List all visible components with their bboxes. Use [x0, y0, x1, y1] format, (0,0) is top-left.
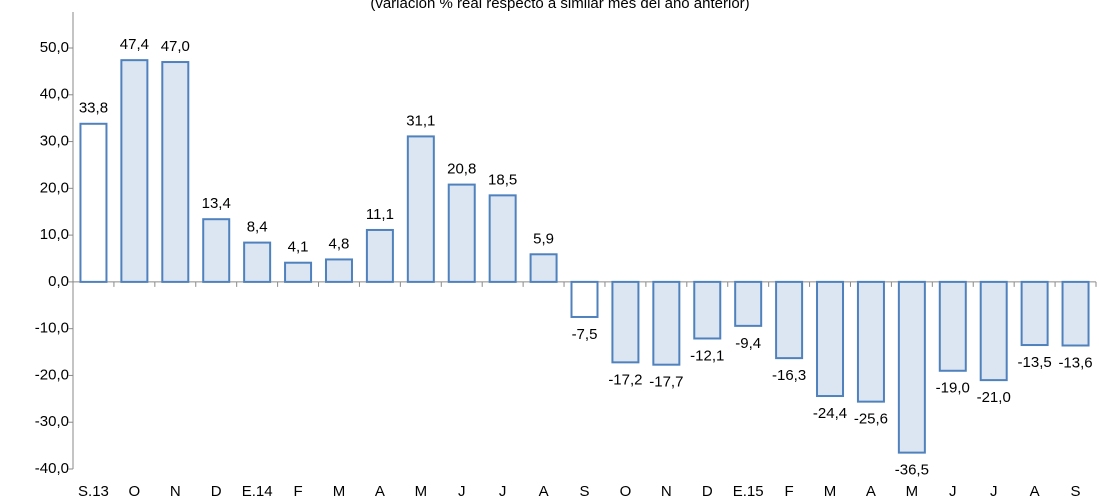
bar — [120, 59, 149, 283]
x-tick-label: A — [866, 483, 876, 500]
bar — [243, 241, 272, 283]
x-tick-label: J — [499, 483, 507, 500]
bar — [488, 194, 517, 283]
value-label: 47,0 — [161, 38, 190, 55]
value-label: 33,8 — [79, 100, 108, 117]
y-tick-label: 10,0 — [40, 226, 69, 243]
bar — [979, 280, 1008, 382]
bar — [816, 280, 845, 398]
bar — [406, 135, 435, 283]
value-label: 11,1 — [366, 206, 394, 223]
chart-subtitle: (variación % real respecto a similar mes… — [370, 0, 749, 12]
bar — [652, 280, 681, 366]
value-label: -17,7 — [649, 374, 683, 391]
bar — [365, 228, 394, 283]
x-tick-label: N — [661, 483, 672, 500]
bar — [734, 280, 763, 327]
x-tick-label: A — [1030, 483, 1040, 500]
value-label: 4,8 — [329, 235, 350, 252]
bar — [570, 280, 599, 318]
y-tick-label: 30,0 — [40, 133, 69, 150]
value-label: -25,6 — [854, 411, 888, 428]
bar — [1020, 280, 1049, 347]
value-label: 8,4 — [247, 219, 268, 236]
value-label: 18,5 — [488, 171, 517, 188]
x-tick-label: M — [415, 483, 428, 500]
y-tick-label: 40,0 — [40, 86, 69, 103]
bar — [938, 280, 967, 372]
value-label: 31,1 — [406, 112, 435, 129]
y-tick-label: 20,0 — [40, 179, 69, 196]
x-tick-label: O — [620, 483, 632, 500]
y-tick-label: -40,0 — [35, 460, 69, 477]
x-tick-label: A — [375, 483, 385, 500]
y-tick-label: 50,0 — [40, 39, 69, 56]
y-tick-label: -30,0 — [35, 413, 69, 430]
value-label: -21,0 — [977, 389, 1011, 406]
bar — [324, 258, 353, 283]
x-tick-label: E.14 — [242, 483, 273, 500]
bar — [856, 280, 885, 403]
value-label: -13,5 — [1018, 354, 1052, 371]
value-label: -16,3 — [772, 367, 806, 384]
x-tick-label: F — [785, 483, 794, 500]
x-tick-label: F — [293, 483, 302, 500]
value-label: 20,8 — [447, 161, 476, 178]
value-label: -12,1 — [690, 347, 724, 364]
value-label: -7,5 — [572, 326, 598, 343]
value-label: -9,4 — [735, 335, 761, 352]
x-tick-label: O — [129, 483, 141, 500]
bar — [447, 183, 476, 283]
x-tick-label: A — [539, 483, 549, 500]
value-label: -19,0 — [936, 380, 970, 397]
bar — [79, 122, 108, 283]
x-tick-label: M — [333, 483, 346, 500]
y-tick-label: 0,0 — [48, 273, 69, 290]
bar — [693, 280, 722, 340]
value-label: 5,9 — [533, 230, 554, 247]
bar — [529, 253, 558, 283]
x-tick-label: M — [824, 483, 837, 500]
value-label: 47,4 — [120, 36, 149, 53]
bar — [775, 280, 804, 360]
value-label: -17,2 — [608, 371, 642, 388]
x-tick-label: J — [949, 483, 957, 500]
x-tick-label: J — [990, 483, 998, 500]
x-tick-label: D — [211, 483, 222, 500]
x-tick-label: S — [1071, 483, 1081, 500]
x-tick-label: J — [458, 483, 466, 500]
x-tick-label: E.15 — [733, 483, 764, 500]
x-tick-label: S — [579, 483, 589, 500]
y-tick-label: -10,0 — [35, 320, 69, 337]
value-label: -36,5 — [895, 462, 929, 479]
x-tick-label: M — [906, 483, 919, 500]
bar — [897, 280, 926, 454]
value-label: 13,4 — [202, 195, 231, 212]
bar — [284, 261, 313, 283]
bar — [202, 218, 231, 283]
x-tick-label: S.13 — [78, 483, 109, 500]
value-label: 4,1 — [288, 239, 309, 256]
x-tick-label: N — [170, 483, 181, 500]
bar — [1061, 280, 1090, 347]
bar — [611, 280, 640, 364]
value-label: -24,4 — [813, 405, 847, 422]
value-label: -13,6 — [1058, 354, 1092, 371]
x-tick-label: D — [702, 483, 713, 500]
y-tick-label: -20,0 — [35, 366, 69, 383]
bar — [161, 61, 190, 283]
